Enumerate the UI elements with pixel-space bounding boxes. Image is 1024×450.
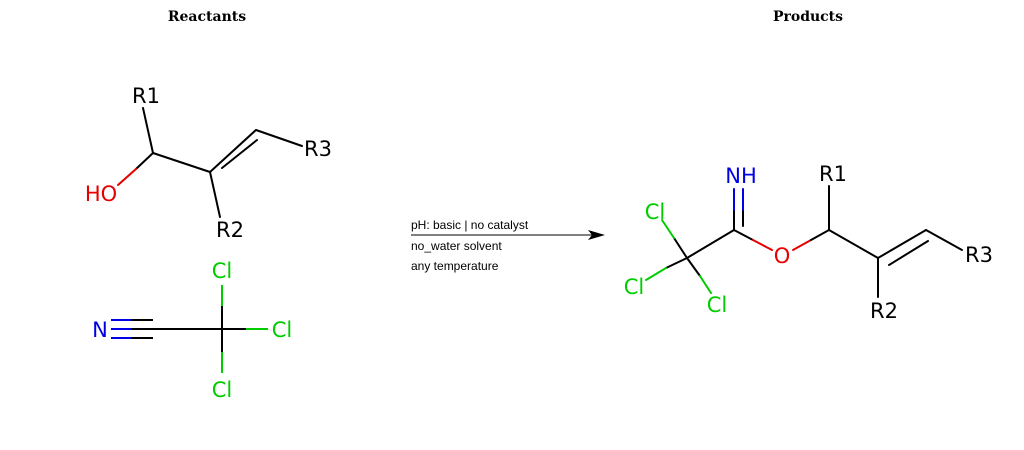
bond-c2-c3-double-a: [877, 229, 927, 259]
chlorine-top-label: Cl: [212, 259, 233, 283]
bond-cl-b-black: [665, 257, 688, 269]
bond-c3-r3: [925, 229, 963, 251]
bond-c2-c3-double-a: [209, 129, 257, 173]
condition-line-3: any temperature: [411, 259, 499, 273]
r1-label: R1: [132, 84, 160, 108]
bond-cl-b-green: [645, 267, 667, 281]
products-header: Products: [773, 9, 843, 25]
reactants-header: Reactants: [168, 9, 246, 25]
nitrogen-label: N: [92, 318, 108, 342]
bond-cl-c-black: [686, 257, 701, 277]
bond-c1-c2: [152, 152, 211, 173]
bond-c2-c3-double-b: [221, 139, 258, 169]
reaction-arrow-head: [588, 230, 605, 240]
product-r1-label: R1: [819, 162, 847, 186]
r2-label: R2: [216, 218, 244, 242]
bond-c2-r2: [209, 171, 221, 218]
bond-c1-o-red: [117, 168, 137, 186]
reactant-trichloroacetonitrile: [111, 285, 268, 373]
condition-line-2: no_water solvent: [411, 239, 502, 253]
hydroxyl-label: HO: [85, 182, 117, 206]
product-r3-label: R3: [965, 243, 993, 267]
bond-c1-c2: [828, 229, 879, 259]
product-r2-label: R2: [870, 299, 898, 323]
bond-c2-c3-double-b: [888, 240, 929, 266]
bond-cl-a-black: [673, 237, 688, 259]
chlorine-bottom-label: Cl: [212, 378, 233, 402]
reactant-allylic-alcohol: [117, 107, 303, 218]
product-chlorine-a-label: Cl: [645, 200, 666, 224]
product-chlorine-b-label: Cl: [624, 275, 645, 299]
bond-c-o-red: [752, 239, 773, 251]
product-trichloroacetimidate: [645, 185, 963, 298]
bond-r1-c1: [142, 107, 154, 154]
bond-cl-a-green: [661, 219, 675, 239]
bond-c3-r3: [255, 129, 303, 147]
bond-o-c1-black: [810, 229, 830, 241]
bond-c-ccl3: [686, 229, 735, 259]
imine-nh-label: NH: [725, 164, 757, 188]
bond-c-o-black: [733, 229, 754, 241]
product-chlorine-c-label: Cl: [707, 293, 728, 317]
bond-c1-o-black: [135, 152, 154, 170]
bond-o-c1-red: [792, 239, 812, 251]
chlorine-right-label: Cl: [272, 318, 293, 342]
bond-cl-c-green: [699, 275, 712, 294]
r3-label: R3: [304, 137, 332, 161]
condition-line-1: pH: basic | no catalyst: [411, 218, 529, 232]
ether-oxygen-label: O: [774, 244, 791, 268]
